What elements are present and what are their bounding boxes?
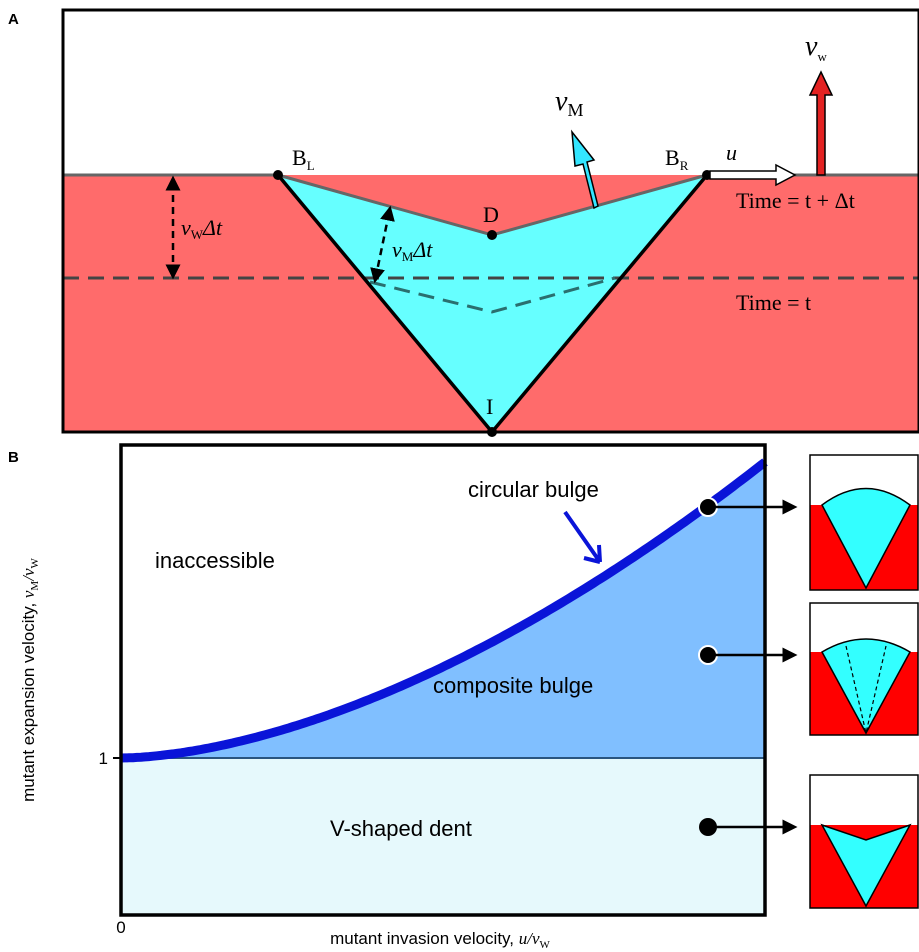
time-now: Time = t	[736, 290, 811, 315]
inset-circular	[810, 455, 918, 590]
pointer-arrow	[565, 512, 600, 562]
x-tick-label: 0	[116, 918, 125, 937]
composite-region	[121, 462, 765, 758]
d-label: D	[483, 202, 499, 227]
i-label: I	[486, 394, 493, 419]
time-next: Time = t + Δt	[736, 188, 855, 213]
region-label: composite bulge	[433, 673, 593, 698]
region-label: V-shaped dent	[330, 816, 472, 841]
x-axis-label: mutant invasion velocity, u/vW	[330, 929, 550, 951]
y-axis-label: mutant expansion velocity, vM/vW	[19, 557, 41, 801]
region-label: circular bulge	[468, 477, 599, 502]
figure: A vw vM u BL BR D I vWΔt vMΔt Time = t +…	[0, 0, 919, 952]
inset-composite	[810, 603, 918, 735]
region-label: inaccessible	[155, 548, 275, 573]
y-tick-label: 1	[99, 749, 108, 768]
panel-label: A	[8, 11, 19, 28]
vm-dt-label: vMΔt	[392, 237, 433, 264]
inset-dent	[810, 775, 918, 908]
u-label: u	[726, 140, 737, 165]
panel-label: B	[8, 449, 19, 466]
